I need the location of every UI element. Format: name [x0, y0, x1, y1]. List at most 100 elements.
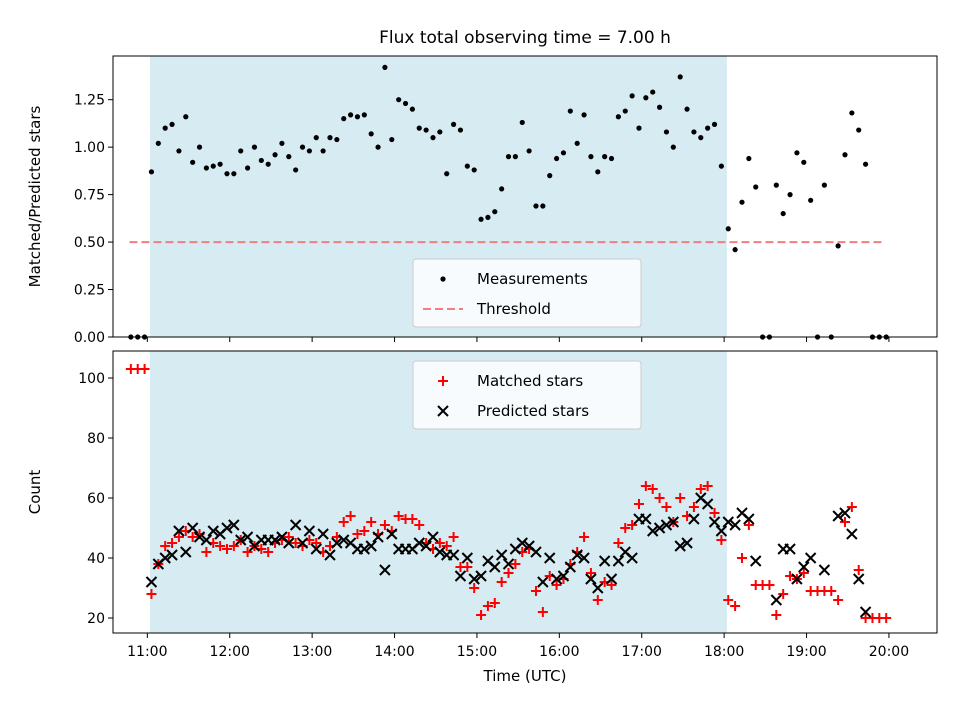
predicted-point: [832, 510, 844, 522]
measurement-point: [801, 159, 807, 165]
y-tick-label: 0.25: [74, 283, 105, 299]
y-tick-label: 0.75: [74, 188, 105, 204]
measurement-point: [794, 150, 800, 156]
matched-point: [160, 541, 171, 551]
measurement-point: [547, 173, 553, 179]
predicted-point: [358, 543, 371, 555]
x-tick-label: 13:00: [292, 644, 332, 660]
legend-marker-dot: [440, 276, 446, 282]
measurement-point: [375, 144, 381, 150]
measurement-point: [444, 171, 450, 177]
measurement-point: [299, 144, 306, 150]
x-tick-label: 19:00: [786, 644, 826, 660]
predicted-point: [495, 549, 508, 561]
measurement-point: [347, 112, 354, 118]
measurement-point: [533, 203, 539, 209]
legend-marker-x: [437, 405, 449, 417]
measurement-point: [656, 104, 663, 110]
measurement-point: [499, 186, 505, 192]
predicted-point: [667, 516, 680, 528]
predicted-point: [283, 537, 295, 549]
measurement-point: [423, 127, 429, 133]
predicted-point: [420, 540, 432, 552]
matched-point: [469, 583, 480, 593]
measurement-point: [560, 150, 567, 156]
measurement-point: [512, 154, 518, 160]
predicted-point: [722, 516, 734, 528]
x-tick-label: 14:00: [374, 644, 414, 660]
top-panel: 0.00 0.25 0.50 0.75 1.00 1.25 Matched/Predicte…: [26, 55, 938, 346]
matched-point: [695, 484, 706, 494]
matched-point: [263, 547, 274, 557]
matched-point: [352, 529, 363, 539]
matched-point: [620, 523, 631, 533]
matched-point: [778, 589, 789, 599]
measurement-point: [553, 155, 560, 162]
matched-point: [592, 595, 603, 605]
predicted-point: [235, 534, 247, 546]
predicted-point: [647, 525, 659, 537]
predicted-point: [571, 549, 583, 561]
predicted-point: [207, 525, 219, 537]
measurement-point: [162, 125, 168, 131]
matched-point: [675, 493, 686, 503]
measurement-point: [835, 243, 841, 249]
matched-point: [139, 364, 150, 374]
matched-point: [826, 586, 837, 596]
matched-point: [221, 544, 232, 554]
predicted-point: [379, 564, 391, 576]
matched-point: [654, 493, 665, 503]
predicted-point: [674, 540, 686, 552]
matched-point: [187, 532, 198, 542]
matched-point: [585, 568, 596, 578]
matched-point: [489, 598, 500, 608]
measurement-point: [238, 148, 244, 154]
predicted-point: [489, 561, 501, 573]
matched-point: [579, 532, 590, 542]
predicted-point: [145, 576, 158, 588]
predicted-point: [798, 561, 810, 573]
matched-point: [393, 511, 404, 521]
measurement-point: [725, 226, 731, 232]
matched-point: [627, 520, 638, 530]
x-tick-label: 12:00: [210, 644, 250, 660]
predicted-point: [372, 531, 384, 543]
measurement-point: [629, 93, 635, 99]
measurement-point: [437, 129, 443, 135]
matched-point: [723, 595, 734, 605]
matched-point: [338, 517, 349, 527]
predicted-point: [743, 513, 755, 525]
predicted-point: [818, 564, 831, 576]
predicted-point: [701, 498, 714, 510]
measurement-point: [636, 125, 642, 131]
matched-point: [476, 610, 487, 620]
measurement-point: [457, 127, 464, 133]
series-predicted-stars: [145, 492, 872, 618]
predicted-point: [324, 549, 336, 561]
measurement-point: [746, 155, 752, 162]
measurement-point: [588, 154, 594, 160]
measurement-point: [341, 116, 347, 122]
predicted-point: [365, 540, 377, 552]
measurement-point: [217, 161, 223, 167]
matched-point: [881, 613, 892, 623]
matched-point: [496, 577, 507, 587]
predicted-point: [585, 573, 597, 585]
predicted-point: [228, 519, 240, 531]
predicted-point: [180, 546, 192, 558]
legend: Measurements Threshold: [412, 258, 642, 328]
measurement-point: [574, 140, 580, 146]
predicted-point: [241, 531, 254, 543]
x-tick-label: 15:00: [457, 644, 497, 660]
measurement-point: [718, 163, 724, 169]
measurement-point: [608, 155, 615, 162]
predicted-point: [530, 546, 542, 558]
x-tick-label: 18:00: [704, 644, 744, 660]
measurement-point: [739, 199, 745, 205]
matched-point: [173, 532, 184, 542]
predicted-point: [296, 537, 309, 549]
matched-point: [414, 520, 425, 530]
measurement-point: [808, 197, 814, 203]
measurement-point: [485, 214, 491, 220]
